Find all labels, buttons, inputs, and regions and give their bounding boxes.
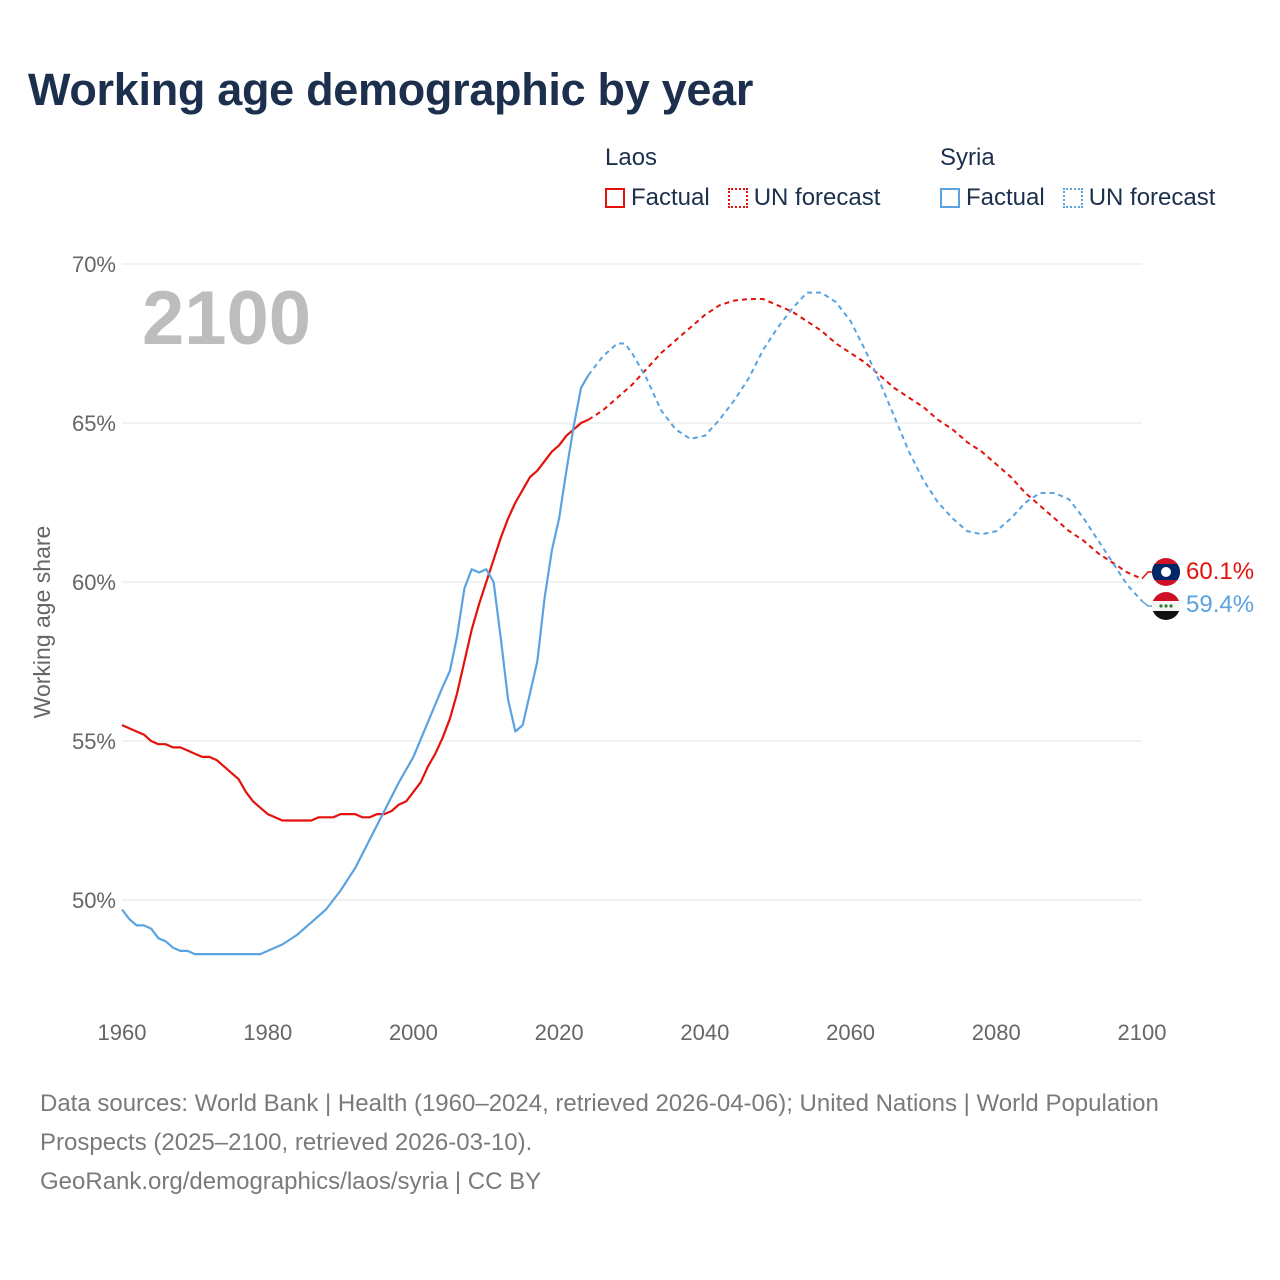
legend-label: Factual [966,184,1045,211]
x-tick-label: 2060 [826,1020,875,1045]
flag-laos-icon [1152,558,1180,586]
chart-title: Working age demographic by year [28,64,754,115]
legend-swatch-syria-factual [940,188,960,208]
legend-swatch-laos-forecast [727,188,748,208]
y-tick-label: 50% [72,888,116,913]
legend-item-syria-factual[interactable]: Factual [940,184,1045,212]
grid-lines [122,263,1142,901]
x-tick-label: 2040 [680,1020,729,1045]
x-tick-label: 1980 [243,1020,292,1045]
series-syria-connector [1141,600,1152,607]
y-tick-label: 65% [72,411,116,436]
x-tick-label: 2020 [535,1020,584,1045]
credit-link[interactable]: GeoRank.org/demographics/laos/syria | CC… [40,1168,542,1195]
y-tick-label: 70% [72,252,116,277]
legend-label: UN forecast [753,184,881,211]
end-label-syria: 59.4% [1186,591,1254,618]
series-syria-factual[interactable] [121,374,590,956]
legend-label: Factual [631,184,710,211]
x-tick-label: 2080 [972,1020,1021,1045]
y-tick-label: 60% [72,570,116,595]
legend-item-laos-factual[interactable]: Factual [605,184,710,212]
data-sources: Data sources: World Bank | Health (1960–… [40,1090,1159,1156]
legend-swatch-syria-forecast [1062,188,1083,208]
y-tick-label: 55% [72,729,116,754]
series-syria-forecast[interactable] [587,291,1143,602]
end-label-laos: 60.1% [1186,558,1254,585]
x-tick-label: 2000 [389,1020,438,1045]
legend-swatch-laos-factual [605,188,625,208]
flag-syria-icon [1152,592,1180,620]
line-chart: 50% 55% 60% 65% 70% 1960 1980 2000 2020 2040 2060… [29,252,1254,1045]
legend-group-name: Syria [940,144,995,171]
series-lines [121,291,1152,956]
footer: Data sources: World Bank | Health (1960–… [40,1084,1190,1201]
x-tick-label: 1960 [98,1020,147,1045]
year-watermark: 2100 [142,276,311,361]
series-laos-connector [1141,571,1152,580]
legend-group-name: Laos [605,144,658,171]
legend-group-laos: Laos Factual UN forecast [605,144,880,212]
x-axis: 1960 1980 2000 2020 2040 2060 2080 2100 [98,1020,1167,1045]
y-axis-label: Working age share [29,526,55,719]
series-laos-factual[interactable] [121,418,589,822]
series-laos-forecast[interactable] [587,298,1143,580]
legend-item-syria-forecast[interactable]: UN forecast [1062,184,1216,212]
y-axis: 50% 55% 60% 65% 70% [72,252,116,913]
legend-group-syria: Syria Factual UN forecast [940,144,1215,212]
x-tick-label: 2100 [1118,1020,1167,1045]
legend-item-laos-forecast[interactable]: UN forecast [727,184,881,212]
legend-label: UN forecast [1088,184,1216,211]
